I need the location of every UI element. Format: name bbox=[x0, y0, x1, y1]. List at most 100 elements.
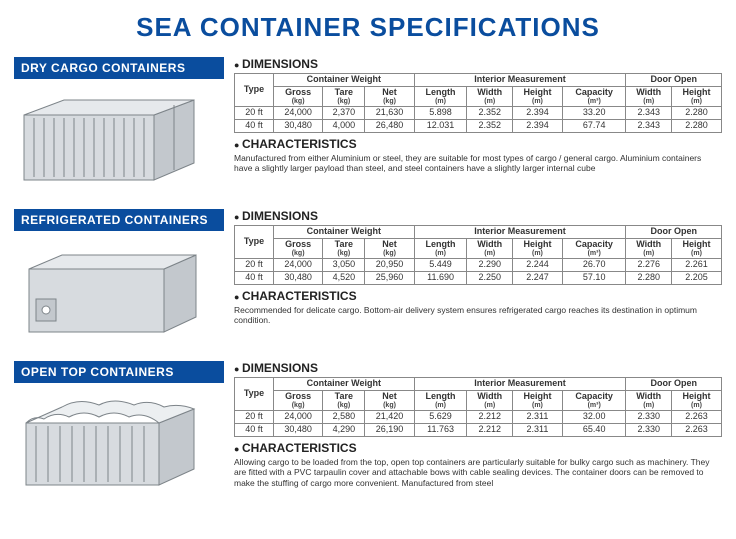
col-iwidth: Width(m) bbox=[467, 238, 513, 259]
table-row: 20 ft24,0003,05020,9505.4492.2902.24426.… bbox=[235, 259, 722, 272]
cell-iwidth: 2.250 bbox=[467, 272, 513, 285]
colgroup-interior: Interior Measurement bbox=[414, 226, 626, 239]
cell-iwidth: 2.352 bbox=[467, 120, 513, 133]
col-length: Length(m) bbox=[414, 238, 467, 259]
dimensions-heading: DIMENSIONS bbox=[234, 57, 722, 71]
spec-table: TypeContainer WeightInterior Measurement… bbox=[234, 377, 722, 437]
characteristics-heading: CHARACTERISTICS bbox=[234, 441, 722, 455]
cell-iwidth: 2.290 bbox=[467, 259, 513, 272]
characteristics-heading: CHARACTERISTICS bbox=[234, 137, 722, 151]
characteristics-text: Manufactured from either Aluminium or st… bbox=[234, 153, 722, 173]
cell-iwidth: 2.212 bbox=[467, 411, 513, 424]
col-capacity: Capacity(m³) bbox=[562, 390, 626, 411]
cell-tare: 4,290 bbox=[323, 424, 365, 437]
cell-tare: 2,580 bbox=[323, 411, 365, 424]
cell-iheight: 2.311 bbox=[512, 411, 562, 424]
col-length: Length(m) bbox=[414, 86, 467, 107]
dimensions-heading: DIMENSIONS bbox=[234, 361, 722, 375]
cell-gross: 24,000 bbox=[274, 259, 323, 272]
col-tare: Tare(kg) bbox=[323, 86, 365, 107]
col-type: Type bbox=[235, 74, 274, 107]
col-net: Net(kg) bbox=[365, 86, 414, 107]
characteristics-text: Recommended for delicate cargo. Bottom-a… bbox=[234, 305, 722, 325]
cell-iheight: 2.247 bbox=[512, 272, 562, 285]
section-title-bar: DRY CARGO CONTAINERS bbox=[14, 57, 224, 79]
spec-section: REFRIGERATED CONTAINERS DIMENSIONSTypeCo… bbox=[14, 209, 722, 347]
dimensions-heading: DIMENSIONS bbox=[234, 209, 722, 223]
colgroup-door: Door Open bbox=[626, 226, 722, 239]
col-iwidth: Width(m) bbox=[467, 390, 513, 411]
container-illustration bbox=[14, 389, 204, 499]
cell-dwidth: 2.343 bbox=[626, 120, 672, 133]
table-row: 40 ft30,4804,00026,48012.0312.3522.39467… bbox=[235, 120, 722, 133]
cell-tare: 2,370 bbox=[323, 107, 365, 120]
col-tare: Tare(kg) bbox=[323, 390, 365, 411]
col-tare: Tare(kg) bbox=[323, 238, 365, 259]
table-row: 40 ft30,4804,29026,19011.7632.2122.31165… bbox=[235, 424, 722, 437]
cell-iheight: 2.394 bbox=[512, 120, 562, 133]
colgroup-door: Door Open bbox=[626, 74, 722, 87]
col-iheight: Height(m) bbox=[512, 86, 562, 107]
col-dwidth: Width(m) bbox=[626, 390, 672, 411]
cell-capacity: 57.10 bbox=[562, 272, 626, 285]
cell-iheight: 2.311 bbox=[512, 424, 562, 437]
cell-length: 5.629 bbox=[414, 411, 467, 424]
cell-capacity: 32.00 bbox=[562, 411, 626, 424]
cell-capacity: 33.20 bbox=[562, 107, 626, 120]
cell-net: 21,420 bbox=[365, 411, 414, 424]
colgroup-weight: Container Weight bbox=[274, 226, 415, 239]
cell-dwidth: 2.330 bbox=[626, 424, 672, 437]
cell-capacity: 26.70 bbox=[562, 259, 626, 272]
page-title: SEA CONTAINER SPECIFICATIONS bbox=[14, 12, 722, 43]
table-row: 20 ft24,0002,58021,4205.6292.2122.31132.… bbox=[235, 411, 722, 424]
cell-type: 40 ft bbox=[235, 424, 274, 437]
cell-gross: 30,480 bbox=[274, 120, 323, 133]
spec-section: DRY CARGO CONTAINERS DIMENSIONS TypeConta… bbox=[14, 57, 722, 195]
col-iheight: Height(m) bbox=[512, 390, 562, 411]
col-iwidth: Width(m) bbox=[467, 86, 513, 107]
characteristics-text: Allowing cargo to be loaded from the top… bbox=[234, 457, 722, 488]
cell-net: 25,960 bbox=[365, 272, 414, 285]
spec-table: TypeContainer WeightInterior Measurement… bbox=[234, 73, 722, 133]
cell-dwidth: 2.280 bbox=[626, 272, 672, 285]
col-type: Type bbox=[235, 226, 274, 259]
cell-gross: 30,480 bbox=[274, 272, 323, 285]
table-row: 20 ft24,0002,37021,6305.8982.3522.39433.… bbox=[235, 107, 722, 120]
colgroup-weight: Container Weight bbox=[274, 378, 415, 391]
col-type: Type bbox=[235, 378, 274, 411]
cell-dheight: 2.205 bbox=[672, 272, 722, 285]
cell-dheight: 2.280 bbox=[672, 120, 722, 133]
colgroup-weight: Container Weight bbox=[274, 74, 415, 87]
col-gross: Gross(kg) bbox=[274, 86, 323, 107]
cell-dwidth: 2.330 bbox=[626, 411, 672, 424]
cell-tare: 4,520 bbox=[323, 272, 365, 285]
colgroup-interior: Interior Measurement bbox=[414, 378, 626, 391]
col-dwidth: Width(m) bbox=[626, 238, 672, 259]
section-title-bar: OPEN TOP CONTAINERS bbox=[14, 361, 224, 383]
cell-dheight: 2.261 bbox=[672, 259, 722, 272]
container-icon bbox=[14, 85, 204, 195]
cell-length: 5.449 bbox=[414, 259, 467, 272]
cell-length: 12.031 bbox=[414, 120, 467, 133]
cell-type: 40 ft bbox=[235, 272, 274, 285]
col-net: Net(kg) bbox=[365, 390, 414, 411]
cell-iwidth: 2.212 bbox=[467, 424, 513, 437]
cell-dheight: 2.280 bbox=[672, 107, 722, 120]
cell-gross: 24,000 bbox=[274, 107, 323, 120]
container-icon bbox=[14, 389, 204, 499]
spec-section: OPEN TOP CONTAINERS DIMENSIONS TypeContai… bbox=[14, 361, 722, 499]
col-gross: Gross(kg) bbox=[274, 238, 323, 259]
colgroup-interior: Interior Measurement bbox=[414, 74, 626, 87]
spec-table: TypeContainer WeightInterior Measurement… bbox=[234, 225, 722, 285]
colgroup-door: Door Open bbox=[626, 378, 722, 391]
container-illustration bbox=[14, 85, 204, 195]
cell-type: 20 ft bbox=[235, 259, 274, 272]
container-icon bbox=[14, 237, 204, 347]
cell-net: 26,190 bbox=[365, 424, 414, 437]
characteristics-heading: CHARACTERISTICS bbox=[234, 289, 722, 303]
col-dwidth: Width(m) bbox=[626, 86, 672, 107]
col-dheight: Height(m) bbox=[672, 86, 722, 107]
cell-net: 26,480 bbox=[365, 120, 414, 133]
col-gross: Gross(kg) bbox=[274, 390, 323, 411]
col-dheight: Height(m) bbox=[672, 390, 722, 411]
